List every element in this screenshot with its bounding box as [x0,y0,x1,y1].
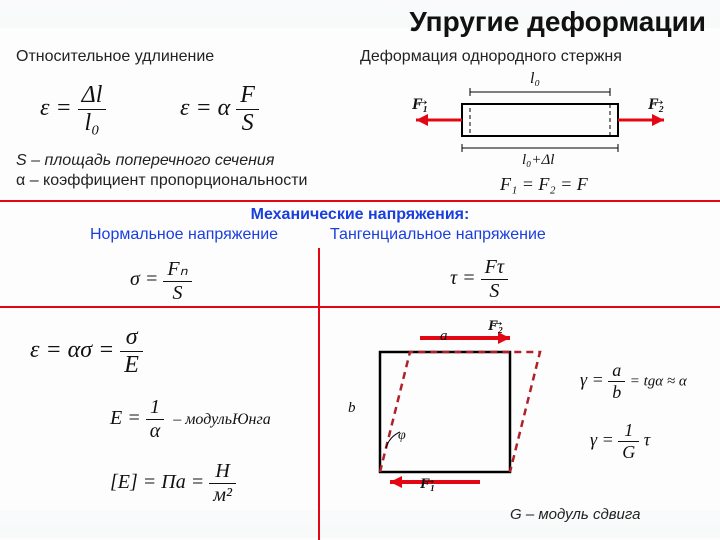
formula-E: E = 1α – модульЮнга [110,396,271,443]
label-a-def: α – коэффициент пропорциональности [16,172,307,190]
shear-a: a [440,328,448,345]
formula-f-eq: F₁ = F₂ = F [500,174,588,195]
rod-f1: →F₁ [412,96,428,114]
shear-phi: φ [398,428,406,444]
shear-diagram [340,322,560,492]
divider-h2 [0,306,720,308]
label-g-def: G – модуль сдвига [510,506,640,523]
formula-gamma2: γ = 1G τ [590,420,650,463]
formula-eps-dl: ε = Δll₀ [40,82,106,137]
formula-E-unit: [E] = Па = Нм² [110,460,236,507]
formula-tau: τ = FτS [450,256,508,303]
rod-f2: →F₂ [648,96,664,114]
divider-v [318,248,320,540]
shear-f1: →F₁ [420,476,435,493]
formula-eps-sigma: ε = ασ = σE [30,324,143,379]
divider-h1 [0,200,720,202]
label-tang-stress: Тангенциальное напряжение [330,226,546,244]
page-title: Упругие деформации [409,6,706,38]
label-s-def: S – площадь поперечного сечения [16,152,274,170]
label-rel-elong: Относительное удлинение [16,48,214,66]
shear-b: b [348,400,356,417]
formula-gamma1: γ = ab = tgα ≈ α [580,360,687,403]
shear-f2: →F₂ [488,318,503,335]
rod-l0dl: l₀+Δl [522,152,554,169]
rod-l0: l₀ [530,70,540,88]
formula-sigma: σ = FₙS [130,256,192,305]
label-rod-def: Деформация однородного стержня [360,48,622,66]
label-mech-stress: Механические напряжения: [0,206,720,224]
formula-eps-fs: ε = α FS [180,82,259,137]
label-normal-stress: Нормальное напряжение [90,226,278,244]
